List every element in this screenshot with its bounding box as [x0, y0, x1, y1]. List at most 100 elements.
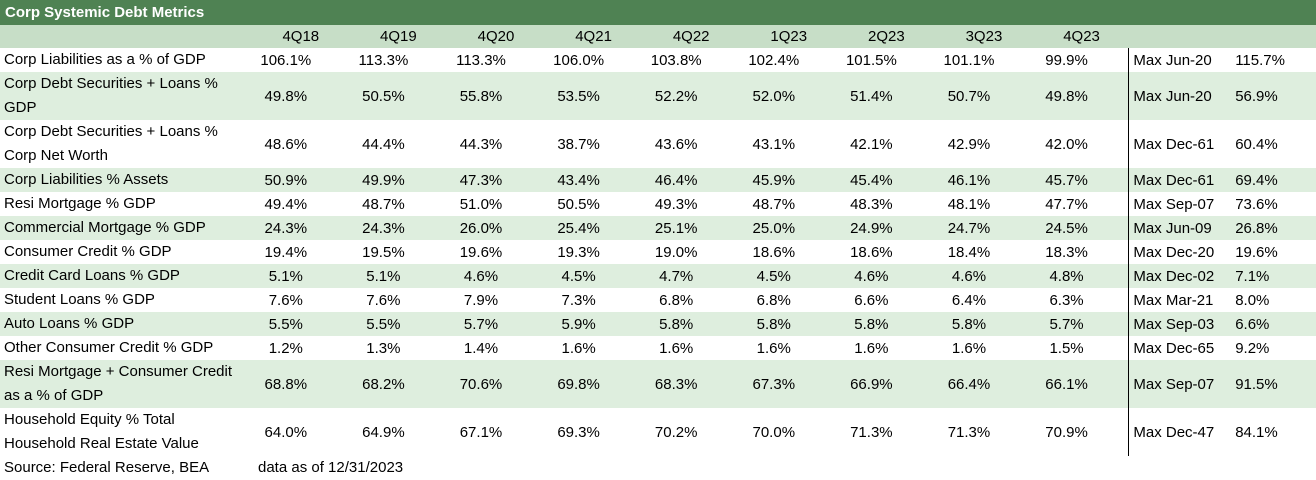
value-cell: 6.8% — [659, 291, 694, 309]
value-cell: 106.1% — [260, 51, 312, 69]
value-cell: 101.5% — [845, 51, 897, 69]
table-title: Corp Systemic Debt Metrics — [5, 4, 205, 21]
value-cell: 1.3% — [366, 339, 401, 357]
row-values: 19.4% 19.5% 19.6% 19.3% 19.0% 18.6% 18.6% 18.4%… — [237, 244, 1115, 261]
row-label: Resi Mortgage + Consumer Credit as a % o… — [4, 363, 233, 404]
header-row: 4Q18 4Q19 4Q20 4Q21 4Q22 1Q23 2Q23 3Q23 … — [0, 25, 1316, 48]
value-cell: 24.3% — [362, 219, 405, 237]
value-cell: 50.5% — [362, 87, 405, 105]
value-cell: 4.6% — [951, 267, 987, 285]
row-values: 48.6% 44.4% 44.3% 38.7% 43.6% 43.1% 42.1% 42.9%… — [237, 136, 1115, 153]
value-cell: 25.4% — [557, 219, 600, 237]
value-cell: 1.6% — [951, 339, 987, 357]
row-values: 106.1% 113.3% 113.3% 106.0% 103.8% 102.4% 101.… — [237, 52, 1115, 69]
row-values: 50.9% 49.9% 47.3% 43.4% 46.4% 45.9% 45.4% 46.1%… — [237, 172, 1115, 189]
value-cell: 1.6% — [854, 339, 889, 357]
value-cell: 47.3% — [459, 171, 503, 189]
value-cell: 42.9% — [947, 135, 991, 153]
max-date-cell: Max Dec-65 — [1133, 339, 1215, 357]
table-row: Resi Mortgage % GDP 49.4% 48.7% 51.0% 50.5% 4… — [0, 192, 1316, 216]
row-label: Other Consumer Credit % GDP — [4, 339, 214, 356]
max-column-divider — [1128, 312, 1130, 336]
value-cell: 46.1% — [947, 171, 991, 189]
source-note: Source: Federal Reserve, BEA — [4, 459, 210, 476]
value-cell: 38.7% — [557, 135, 600, 153]
value-cell: 49.8% — [264, 87, 308, 105]
row-values: 7.6% 7.6% 7.9% 7.3% 6.8% 6.8% 6.6% 6.4% 6.3% — [237, 292, 1115, 309]
max-value-cell: 8.0% — [1235, 291, 1270, 309]
value-cell: 4.6% — [854, 267, 889, 285]
value-cell: 24.7% — [947, 219, 991, 237]
value-cell: 66.9% — [850, 375, 893, 393]
value-cell: 66.4% — [947, 375, 991, 393]
table-row: Other Consumer Credit % GDP 1.2% 1.3% 1.4% 1… — [0, 336, 1316, 360]
period-header: 1Q23 — [770, 28, 808, 45]
row-label: Credit Card Loans % GDP — [4, 267, 180, 284]
value-cell: 5.5% — [366, 315, 401, 333]
value-cell: 45.7% — [1045, 171, 1088, 189]
value-cell: 5.9% — [561, 315, 596, 333]
value-cell: 6.4% — [951, 291, 987, 309]
value-cell: 24.5% — [1045, 219, 1088, 237]
value-cell: 68.8% — [264, 375, 308, 393]
value-cell: 24.3% — [264, 219, 308, 237]
value-cell: 49.9% — [362, 171, 405, 189]
value-cell: 4.6% — [463, 267, 499, 285]
value-cell: 50.7% — [947, 87, 991, 105]
value-cell: 68.3% — [654, 375, 698, 393]
max-date-cell: Max Dec-02 — [1133, 267, 1215, 285]
max-date-cell: Max Sep-07 — [1133, 375, 1215, 393]
row-values: 64.0% 64.9% 67.1% 69.3% 70.2% 70.0% 71.3% 71.3%… — [237, 424, 1115, 441]
value-cell: 45.9% — [752, 171, 796, 189]
max-column-divider — [1128, 192, 1130, 216]
value-cell: 5.8% — [951, 315, 987, 333]
max-date-cell: Max Sep-07 — [1133, 195, 1215, 213]
row-label: Corp Debt Securities + Loans % GDP — [4, 75, 218, 116]
value-cell: 6.3% — [1049, 291, 1084, 309]
row-values: 1.2% 1.3% 1.4% 1.6% 1.6% 1.6% 1.6% 1.6% 1.5% — [237, 340, 1115, 357]
table-row: Corp Liabilities as a % of GDP 106.1% 113.… — [0, 48, 1316, 72]
value-cell: 19.5% — [362, 243, 405, 261]
max-column-divider — [1128, 264, 1130, 288]
table-row: Consumer Credit % GDP 19.4% 19.5% 19.6% 19.3… — [0, 240, 1316, 264]
value-cell: 64.0% — [264, 423, 308, 441]
value-cell: 5.1% — [268, 267, 303, 285]
value-cell: 50.9% — [264, 171, 308, 189]
max-column-divider — [1128, 336, 1130, 360]
value-cell: 18.3% — [1045, 243, 1088, 261]
value-cell: 19.4% — [264, 243, 308, 261]
value-cell: 7.6% — [366, 291, 401, 309]
row-label: Auto Loans % GDP — [4, 315, 135, 332]
table-title-bar: Corp Systemic Debt Metrics — [0, 0, 1316, 25]
value-cell: 45.4% — [850, 171, 893, 189]
value-cell: 43.6% — [654, 135, 698, 153]
max-date-cell: Max Jun-20 — [1133, 87, 1212, 105]
value-cell: 70.0% — [752, 423, 796, 441]
table-row: Resi Mortgage + Consumer Credit as a % o… — [0, 360, 1316, 408]
value-cell: 1.6% — [659, 339, 694, 357]
value-cell: 55.8% — [459, 87, 503, 105]
table-footer: Source: Federal Reserve, BEA data as of … — [0, 456, 1316, 480]
value-cell: 47.7% — [1045, 195, 1088, 213]
as-of-note: data as of 12/31/2023 — [258, 459, 404, 476]
value-cell: 49.3% — [654, 195, 698, 213]
period-header: 3Q23 — [965, 28, 1003, 45]
value-cell: 4.5% — [756, 267, 791, 285]
value-cell: 52.2% — [654, 87, 698, 105]
value-cell: 51.0% — [459, 195, 503, 213]
row-label: Consumer Credit % GDP — [4, 243, 172, 260]
value-cell: 49.8% — [1045, 87, 1088, 105]
max-value-cell: 19.6% — [1235, 243, 1278, 261]
value-cell: 49.4% — [264, 195, 308, 213]
value-cell: 70.2% — [654, 423, 698, 441]
value-cell: 18.4% — [947, 243, 991, 261]
value-cell: 48.7% — [362, 195, 405, 213]
value-cell: 48.3% — [850, 195, 893, 213]
value-cell: 7.3% — [561, 291, 596, 309]
row-label: Corp Liabilities as a % of GDP — [4, 51, 206, 68]
table-row: Corp Debt Securities + Loans % Corp Net … — [0, 120, 1316, 168]
row-label: Resi Mortgage % GDP — [4, 195, 156, 212]
row-label: Corp Liabilities % Assets — [4, 171, 169, 188]
value-cell: 1.5% — [1049, 339, 1084, 357]
table-row: Commercial Mortgage % GDP 24.3% 24.3% 26.0%… — [0, 216, 1316, 240]
